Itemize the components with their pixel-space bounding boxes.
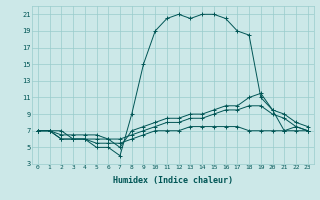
X-axis label: Humidex (Indice chaleur): Humidex (Indice chaleur) <box>113 176 233 185</box>
